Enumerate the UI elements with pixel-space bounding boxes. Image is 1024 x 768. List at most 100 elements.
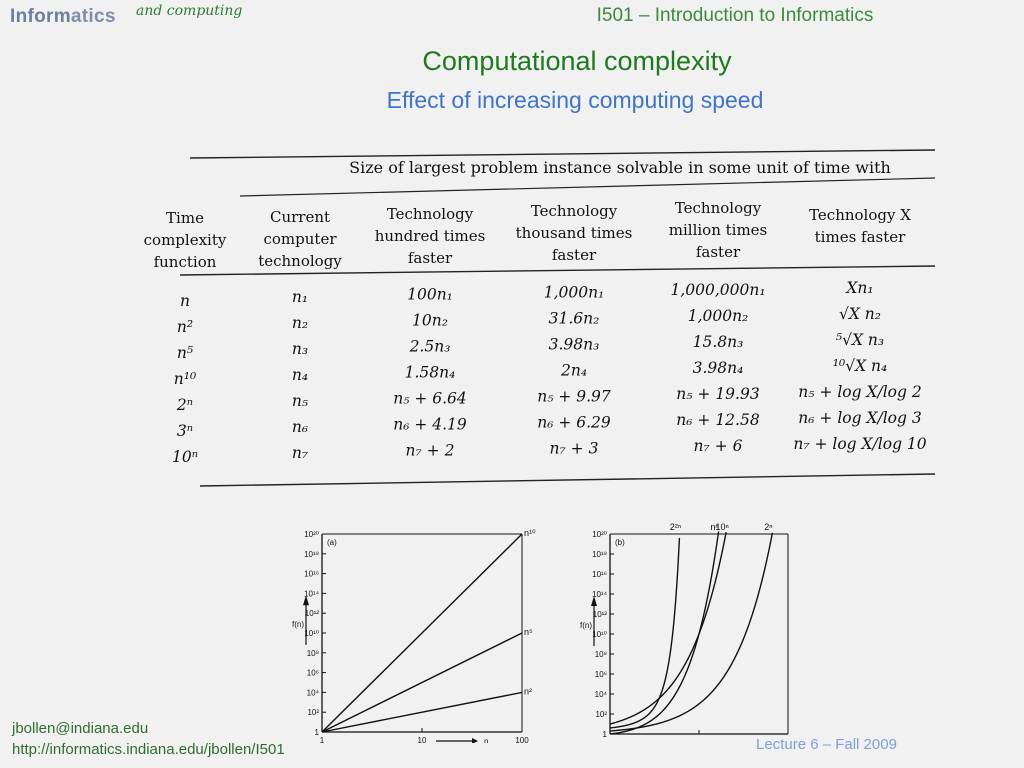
y-tick-label: 10⁸ [595,650,607,659]
y-tick-label: 10² [595,710,607,719]
series-label: n¹⁰ [524,528,536,538]
y-axis-label: f(n) [580,621,592,630]
footer-lecture: Lecture 6 – Fall 2009 [756,736,897,753]
table-cell: n₆ + 4.19 [393,416,467,434]
y-tick-label: 10¹⁴ [592,590,608,599]
table-header-cell: computer [264,230,338,248]
table-cell: n₃ [292,340,308,358]
table-cell: n₁ [292,288,308,306]
table-header-cell: times faster [815,228,906,246]
y-tick-label: 10⁴ [595,690,608,699]
y-tick-label: 1 [315,728,320,737]
y-tick-label: 10⁶ [595,670,607,679]
panel-label: (b) [615,538,625,547]
table-cell: n₇ + 3 [550,439,599,457]
table-cell: 1,000n₂ [688,307,749,325]
y-tick-label: 10¹² [593,610,608,619]
series-line [609,532,727,725]
y-tick-label: 10¹⁸ [304,550,319,559]
table-cell: ⁵√X n₃ [836,331,884,349]
table-cell: n₄ [292,366,308,384]
table-header-cell: Technology [675,199,762,217]
table-header-cell: hundred times [375,227,486,245]
logo-rest: atics [70,6,116,27]
table-header-cell: Technology [531,202,618,220]
y-tick-label: 10⁶ [307,669,319,678]
table-cell: n₅ + 19.93 [676,385,760,403]
y-tick-label: 10²⁰ [304,530,319,539]
table-header-cell: thousand times [516,224,633,242]
series-line [321,632,523,733]
table-cell: √X n₂ [839,305,881,323]
y-tick-label: 10²⁰ [592,530,607,539]
y-tick-label: 10¹⁸ [592,550,607,559]
table-cell: n₇ [292,444,309,462]
y-tick-label: 10⁴ [307,688,320,697]
table-header-cell: Technology [387,205,474,223]
series-line [321,691,523,733]
x-axis-arrowhead [472,738,478,743]
series-line [321,533,523,733]
table-cell: 2.5n₃ [409,338,451,356]
table-cell: n₂ [292,314,308,332]
table-cell: n₅ + log X/log 2 [798,383,921,401]
table-cell: 31.6n₂ [549,309,600,327]
series-label: n² [524,686,532,696]
y-tick-label: 10¹⁶ [592,570,607,579]
table-header-cell: faster [696,243,741,261]
table-cell: 1.58n₄ [405,364,456,382]
series-line [609,537,681,729]
x-tick-label: 1 [320,736,325,743]
table-cell: n₆ + 6.29 [537,413,611,431]
table-cell: 100n₁ [407,286,453,304]
table-header-cell: Current [270,208,330,226]
y-tick-label: 10¹⁰ [592,630,607,639]
table-cell: n¹⁰ [174,370,197,388]
slide-subtitle: Effect of increasing computing speed [386,87,764,113]
x-tick-label: 10 [695,738,704,739]
table-cell: 3.98n₄ [693,359,744,377]
y-tick-label: 10¹⁰ [304,629,319,638]
footer-email[interactable]: jbollen@indiana.edu [12,720,149,737]
x-tick-label: 1 [608,738,613,739]
table-cell: 3.98n₃ [549,335,600,353]
table-cell: n₅ + 6.64 [393,390,467,408]
course-title: I501 – Introduction to Informatics [596,5,874,26]
series-label: nⁿ [710,522,718,532]
table-cell: Xn₁ [845,279,873,297]
table-cell: n₇ + 2 [406,442,455,460]
table-caption: Size of largest problem instance solvabl… [349,158,891,177]
x-tick-label: 10 [418,736,427,743]
table-cell: 15.8n₃ [693,333,744,351]
complexity-table: Size of largest problem instance solvabl… [144,149,936,487]
table-cell: n₆ [292,418,308,436]
y-axis-label: f(n) [292,620,304,629]
y-tick-label: 10¹⁶ [304,570,319,579]
y-tick-label: 10⁸ [307,649,319,658]
panel-label: (a) [327,538,337,547]
table-cell: n₆ + log X/log 3 [798,409,922,427]
y-tick-label: 1 [603,730,608,739]
logo-subtitle: and computing [136,3,243,19]
chart-a: 1 10² 10⁴ 10⁶ 10⁸ 10¹⁰ 10¹² 10¹⁴ 10¹⁶ 10¹⁸ 10²⁰ 1 10… [292,528,536,743]
table-cell: n⁵ [177,344,194,362]
series-line [609,531,720,735]
table-cell: 1,000,000n₁ [670,281,765,299]
footer-url[interactable]: http://informatics.indiana.edu/jbollen/I… [12,741,285,758]
logo: Informatics [10,6,116,28]
table-cell: 2n₄ [560,361,587,379]
table-cell: 10n₂ [412,312,448,330]
series-line [609,532,774,732]
table-cell: 3ⁿ [177,422,193,440]
table-cell: n² [177,318,193,336]
table-cell: n₇ + 6 [694,437,743,455]
slide-title: Computational complexity [422,46,732,76]
table-header-cell: Technology X [809,206,911,224]
logo-main: Inform [10,6,71,27]
table-cell: n₆ + 12.58 [676,411,760,429]
series-label: 10ⁿ [715,522,728,532]
y-axis-arrowhead [303,595,309,606]
table-cell: ¹⁰√X n₄ [833,357,887,375]
table-cell: n₅ [292,392,309,410]
table-header-cell: faster [552,246,597,264]
